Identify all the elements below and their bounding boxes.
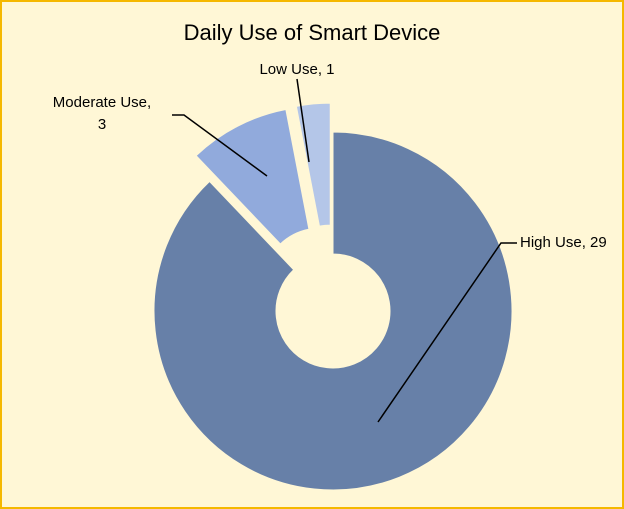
- data-label-moderate-use: Moderate Use, 3: [53, 94, 151, 133]
- slice-moderate-use: [195, 108, 310, 245]
- leader-line-moderate-use: [172, 114, 268, 177]
- chart-title: Daily Use of Smart Device: [183, 20, 441, 45]
- leader-line-high-use: [377, 242, 517, 423]
- leader-line-low-use: [296, 78, 310, 163]
- data-label-high-use: High Use, 29: [520, 234, 607, 251]
- data-label-low-use: Low Use, 1: [259, 61, 334, 78]
- slice-high-use: [153, 131, 513, 491]
